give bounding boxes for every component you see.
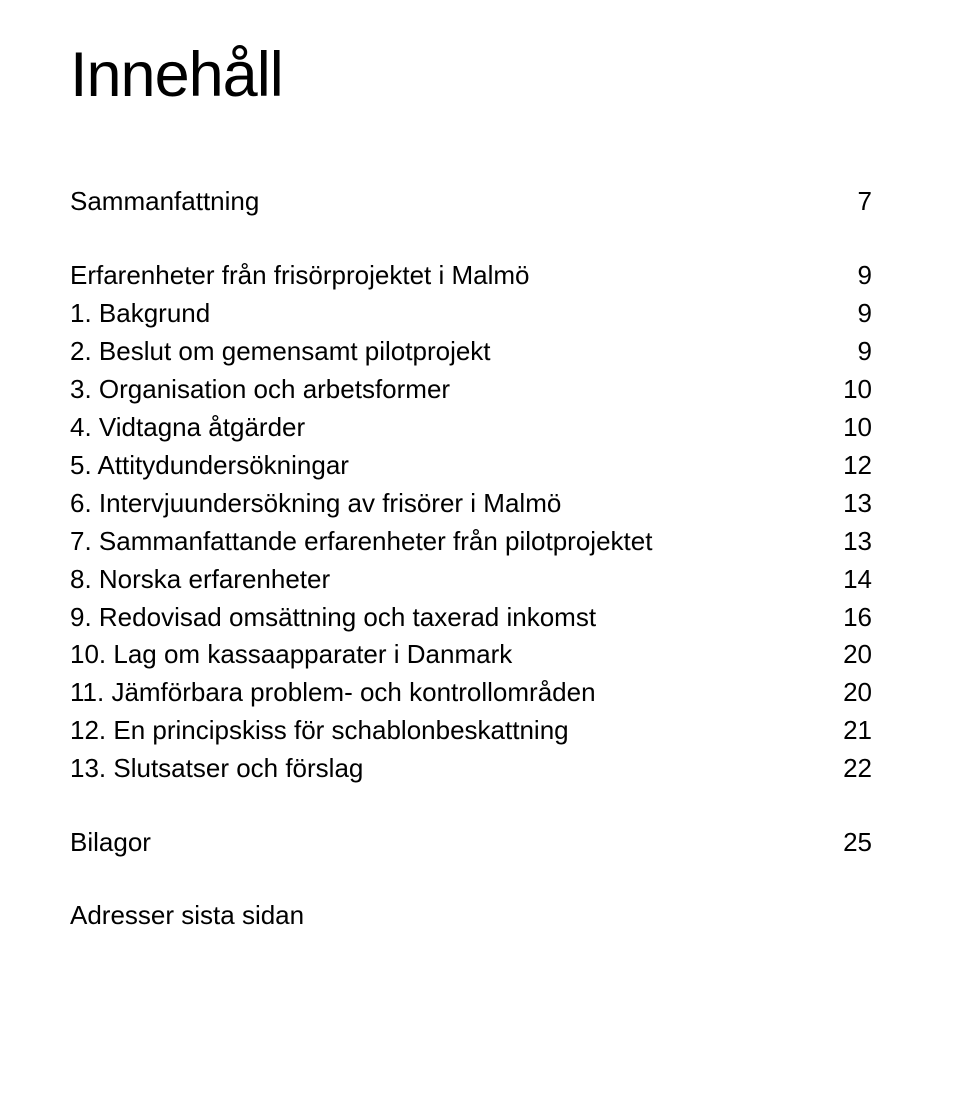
toc-item: 6. Intervjuundersökning av frisörer i Ma… [70, 485, 872, 523]
toc-item: 3. Organisation och arbetsformer 10 [70, 371, 872, 409]
toc-item-label: 8. Norska erfarenheter [70, 561, 832, 599]
toc-heading-page: 7 [832, 183, 872, 221]
toc-item-page: 20 [832, 636, 872, 674]
toc-heading-label: Sammanfattning [70, 183, 832, 221]
toc-item-label: 1. Bakgrund [70, 295, 832, 333]
toc-item: 7. Sammanfattande erfarenheter från pilo… [70, 523, 872, 561]
toc-item-label: 6. Intervjuundersökning av frisörer i Ma… [70, 485, 832, 523]
toc-item: 9. Redovisad omsättning och taxerad inko… [70, 599, 872, 637]
toc-item-label: 2. Beslut om gemensamt pilotprojekt [70, 333, 832, 371]
toc-heading-label: Erfarenheter från frisörprojektet i Malm… [70, 257, 832, 295]
toc-item-page: 9 [832, 295, 872, 333]
toc-item-page: 13 [832, 485, 872, 523]
toc-item-label: 3. Organisation och arbetsformer [70, 371, 832, 409]
toc-item: 10. Lag om kassaapparater i Danmark 20 [70, 636, 872, 674]
toc-item: 11. Jämförbara problem- och kontrollområ… [70, 674, 872, 712]
toc-item-label: 12. En principskiss för schablonbeskattn… [70, 712, 832, 750]
toc-heading-page: 9 [832, 257, 872, 295]
toc-item-page: 22 [832, 750, 872, 788]
section-gap [70, 788, 872, 824]
toc-item-page: 14 [832, 561, 872, 599]
toc-item-label: 7. Sammanfattande erfarenheter från pilo… [70, 523, 832, 561]
toc-item-page: 21 [832, 712, 872, 750]
toc-item-label: 13. Slutsatser och förslag [70, 750, 832, 788]
toc-item: 8. Norska erfarenheter 14 [70, 561, 872, 599]
toc-item-page: 20 [832, 674, 872, 712]
toc-item-label: 5. Attitydundersökningar [70, 447, 832, 485]
toc-heading-page: 25 [832, 824, 872, 862]
page-title: Innehåll [70, 44, 872, 107]
toc-item-label: 4. Vidtagna åtgärder [70, 409, 832, 447]
toc-item: 5. Attitydundersökningar 12 [70, 447, 872, 485]
toc-item-page: 9 [832, 333, 872, 371]
toc-item: 2. Beslut om gemensamt pilotprojekt 9 [70, 333, 872, 371]
toc-section-heading: Sammanfattning 7 [70, 183, 872, 221]
toc-footer-note: Adresser sista sidan [70, 900, 872, 931]
toc-item: 1. Bakgrund 9 [70, 295, 872, 333]
toc-heading-label: Bilagor [70, 824, 832, 862]
toc-section-heading: Bilagor 25 [70, 824, 872, 862]
page-content: Innehåll Sammanfattning 7 Erfarenheter f… [0, 0, 960, 931]
toc-item-label: 9. Redovisad omsättning och taxerad inko… [70, 599, 832, 637]
toc-item-page: 10 [832, 371, 872, 409]
toc-item: 4. Vidtagna åtgärder 10 [70, 409, 872, 447]
toc-item-page: 13 [832, 523, 872, 561]
toc-item: 13. Slutsatser och förslag 22 [70, 750, 872, 788]
toc-item-page: 12 [832, 447, 872, 485]
toc-item-label: 10. Lag om kassaapparater i Danmark [70, 636, 832, 674]
section-gap [70, 221, 872, 257]
toc-item-page: 16 [832, 599, 872, 637]
toc-section-heading: Erfarenheter från frisörprojektet i Malm… [70, 257, 872, 295]
toc-item-page: 10 [832, 409, 872, 447]
toc-item-label: 11. Jämförbara problem- och kontrollområ… [70, 674, 832, 712]
toc-item: 12. En principskiss för schablonbeskattn… [70, 712, 872, 750]
